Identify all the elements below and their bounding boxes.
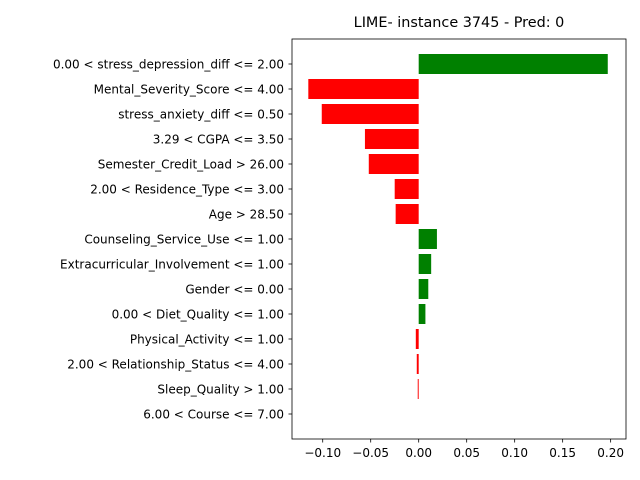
x-tick-label-1: −0.05 [352, 446, 389, 460]
bar-1 [308, 79, 419, 99]
chart-title: LIME- instance 3745 - Pred: 0 [354, 15, 565, 31]
y-tick-label-4: Semester_Credit_Load > 26.00 [98, 158, 284, 172]
bar-8 [418, 254, 432, 274]
y-tick-label-5: 2.00 < Residence_Type <= 3.00 [90, 183, 284, 197]
bar-10 [418, 304, 426, 324]
bar-4 [368, 154, 419, 174]
bars-group [308, 54, 608, 399]
x-tick-label-4: 0.10 [501, 446, 528, 460]
bar-9 [418, 279, 429, 299]
y-tick-label-10: 0.00 < Diet_Quality <= 1.00 [112, 308, 284, 322]
plot-frame [291, 38, 627, 440]
bar-7 [418, 229, 437, 249]
bar-13 [417, 379, 419, 399]
y-tick-label-8: Extracurricular_Involvement <= 1.00 [60, 258, 284, 272]
bar-0 [418, 54, 608, 74]
bar-2 [321, 104, 419, 124]
bar-5 [394, 179, 419, 199]
y-tick-label-12: 2.00 < Relationship_Status <= 4.00 [67, 358, 284, 372]
bar-6 [395, 204, 419, 224]
y-tick-label-13: Sleep_Quality > 1.00 [157, 383, 284, 397]
x-tick-label-2: 0.00 [405, 446, 432, 460]
y-tick-label-3: 3.29 < CGPA <= 3.50 [153, 133, 284, 147]
bar-12 [416, 354, 419, 374]
x-axis-ticks: −0.10 −0.05 0.00 0.05 0.10 0.15 0.20 [304, 439, 624, 460]
y-tick-label-7: Counseling_Service_Use <= 1.00 [84, 233, 284, 247]
y-tick-label-9: Gender <= 0.00 [185, 283, 284, 297]
x-tick-label-3: 0.05 [453, 446, 480, 460]
x-tick-label-6: 0.20 [597, 446, 624, 460]
bar-11 [415, 329, 419, 349]
y-axis-ticks: 0.00 < stress_depression_diff <= 2.00 Men… [53, 58, 292, 422]
x-tick-label-0: −0.10 [304, 446, 341, 460]
y-tick-label-2: stress_anxiety_diff <= 0.50 [118, 108, 284, 122]
y-tick-label-11: Physical_Activity <= 1.00 [130, 333, 284, 347]
y-tick-label-14: 6.00 < Course <= 7.00 [143, 408, 284, 422]
y-tick-label-0: 0.00 < stress_depression_diff <= 2.00 [53, 58, 284, 72]
bar-3 [364, 129, 419, 149]
y-tick-label-1: Mental_Severity_Score <= 4.00 [94, 83, 284, 97]
x-tick-label-5: 0.15 [549, 446, 576, 460]
y-tick-label-6: Age > 28.50 [209, 208, 284, 222]
